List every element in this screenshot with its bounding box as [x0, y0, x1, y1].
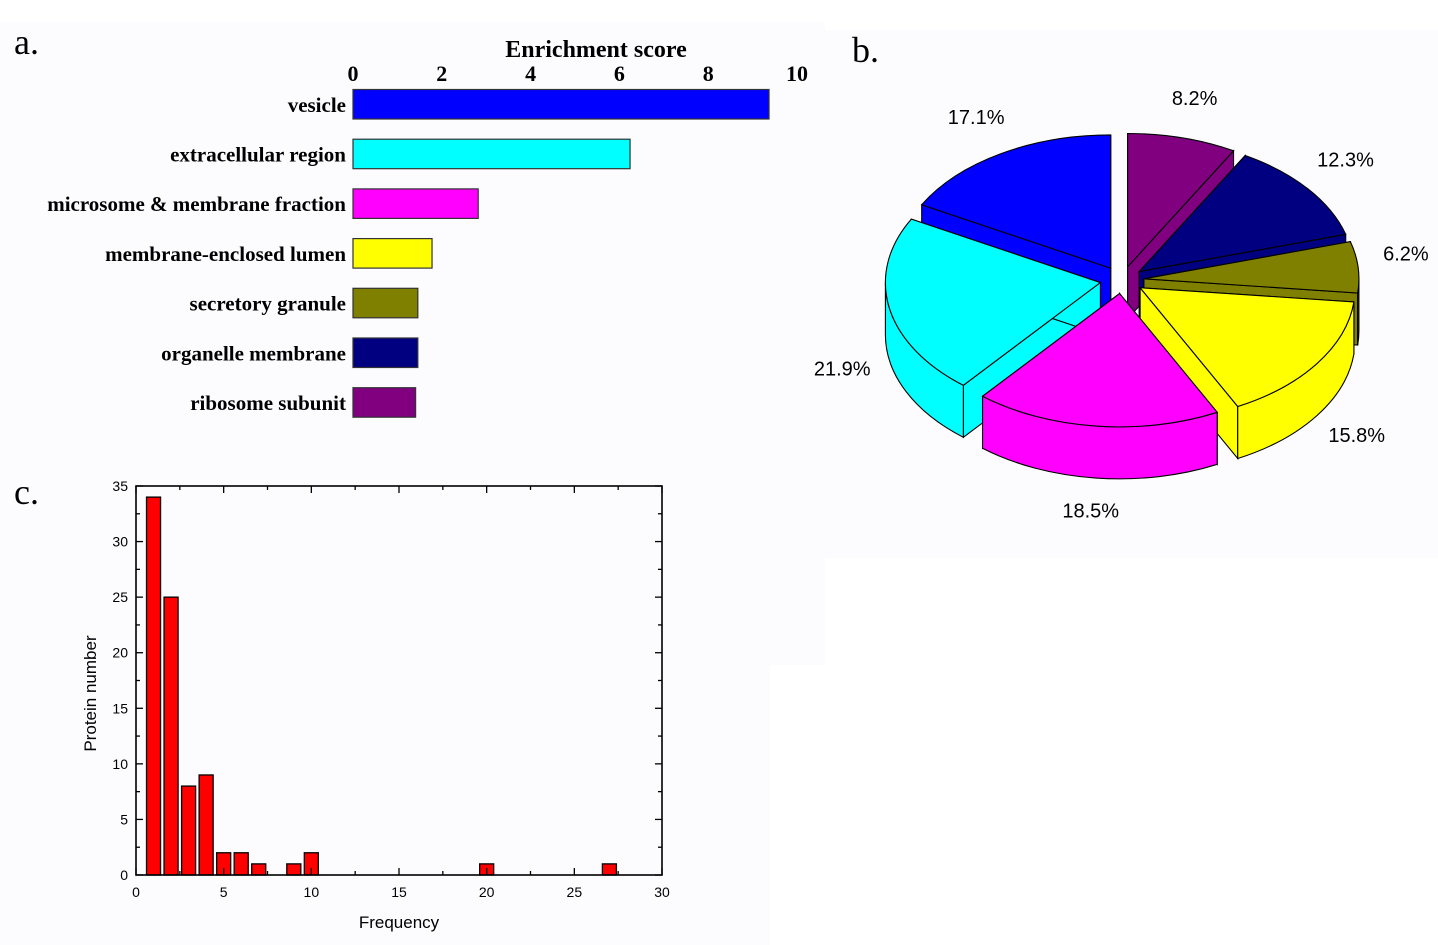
- histogram-bar: [145, 496, 162, 876]
- panel-label-b: b.: [852, 30, 879, 70]
- pie-percent-label: 15.8%: [1328, 425, 1385, 447]
- category-label: extracellular region: [170, 142, 346, 166]
- pie-slice-microsome-membrane-fraction: [981, 292, 1219, 480]
- histogram-bar: [233, 852, 249, 876]
- plot-frame: [135, 485, 663, 876]
- bar-secretory-granule: [352, 287, 419, 319]
- histogram-bar: [180, 785, 197, 876]
- x-tick-label: 30: [654, 884, 670, 900]
- histogram-bar: [163, 596, 179, 876]
- histogram-bar: [286, 863, 302, 876]
- y-tick-label: 10: [112, 756, 128, 772]
- y-tick-label: 5: [120, 811, 128, 827]
- y-tick-label: 30: [112, 534, 128, 550]
- histogram-bar: [601, 863, 618, 876]
- pie-percent-label: 18.5%: [1062, 501, 1119, 523]
- pie-percent-label: 6.2%: [1383, 243, 1429, 265]
- slice-top-face: [1127, 132, 1235, 269]
- slice-top-face: [1137, 154, 1347, 273]
- histogram-bar: [198, 774, 214, 876]
- panel-label-c: c.: [14, 472, 39, 512]
- bar-membrane-enclosed-lumen: [352, 238, 433, 269]
- x-tick-label: 20: [479, 884, 495, 900]
- bar-organelle-membrane: [352, 337, 419, 369]
- y-tick-label: 35: [112, 478, 128, 494]
- bar-microsome-membrane-fraction: [352, 188, 479, 219]
- x-tick-label: 25: [567, 884, 583, 900]
- slice-top-face: [920, 134, 1112, 270]
- y-tick-label: 0: [120, 867, 128, 883]
- slice-top-face: [1143, 240, 1360, 294]
- panel-label-a: a.: [14, 22, 39, 62]
- bar-ribosome-subunit: [352, 387, 417, 418]
- category-label: vesicle: [288, 93, 346, 117]
- x-tick-label: 10: [786, 61, 808, 86]
- slice-top-face: [1138, 287, 1355, 408]
- axis-label-x: Enrichment score: [505, 37, 687, 63]
- category-label: membrane-enclosed lumen: [105, 242, 346, 266]
- y-tick-label: 20: [112, 645, 128, 661]
- category-label: microsome & membrane fraction: [47, 192, 346, 216]
- y-tick-label: 15: [112, 700, 128, 716]
- pie-percent-label: 21.9%: [814, 359, 871, 381]
- category-label: organelle membrane: [161, 341, 346, 365]
- category-label: secretory granule: [190, 292, 346, 316]
- panel-c-background: [0, 460, 770, 945]
- axis-label-y: Protein number: [81, 635, 100, 752]
- x-tick-label: 6: [614, 61, 625, 86]
- bar-vesicle: [352, 88, 770, 120]
- x-tick-label: 15: [391, 884, 407, 900]
- slice-top-face: [884, 218, 1102, 386]
- pie-percent-label: 17.1%: [948, 107, 1005, 129]
- pie-percent-label: 12.3%: [1317, 149, 1374, 171]
- x-tick-label: 0: [348, 61, 359, 86]
- histogram-bar: [251, 863, 267, 876]
- slice-top-face: [981, 292, 1219, 428]
- x-tick-label: 2: [436, 61, 447, 86]
- x-tick-label: 10: [304, 884, 320, 900]
- x-tick-label: 4: [525, 61, 536, 86]
- x-tick-label: 5: [220, 884, 228, 900]
- x-tick-label: 8: [703, 61, 714, 86]
- y-tick-label: 25: [112, 589, 128, 605]
- bar-extracellular-region: [352, 138, 631, 170]
- axis-label-x: Frequency: [359, 913, 440, 932]
- x-tick-label: 0: [132, 884, 140, 900]
- pie-percent-label: 8.2%: [1172, 88, 1218, 110]
- category-label: ribosome subunit: [190, 391, 346, 415]
